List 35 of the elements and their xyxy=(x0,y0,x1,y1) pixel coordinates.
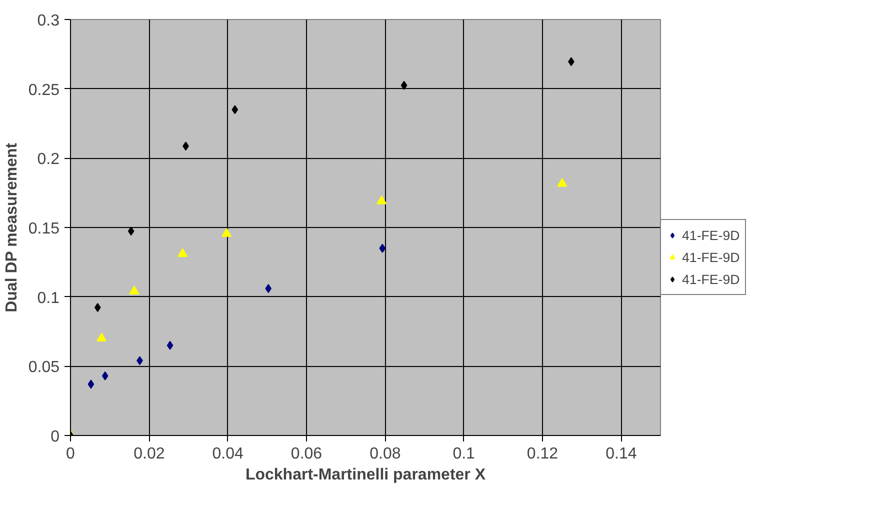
point xyxy=(102,371,108,380)
point xyxy=(129,286,140,294)
y-tick-label: 0.2 xyxy=(37,151,60,168)
x-tick-label: 0.12 xyxy=(526,446,558,462)
point xyxy=(557,178,568,187)
x-tick-label: 0.06 xyxy=(290,446,322,462)
point xyxy=(88,380,94,389)
point xyxy=(400,80,408,90)
x-tick-label: 0.08 xyxy=(370,446,401,462)
x-tick-label: 0.04 xyxy=(212,446,244,462)
y-tick-label: 0.25 xyxy=(28,82,60,99)
point xyxy=(178,248,188,257)
x-tick-label: 0.1 xyxy=(452,446,476,462)
point xyxy=(128,226,134,236)
point xyxy=(166,340,174,350)
x-tick-label: 0.14 xyxy=(606,446,637,462)
legend-label: 41-FE-9D xyxy=(682,272,740,286)
point xyxy=(232,105,238,114)
point xyxy=(96,332,107,342)
legend-label: 41-FE-9D xyxy=(682,228,740,242)
y-tick-label: 0.05 xyxy=(28,359,60,376)
x-tick-label: 0.02 xyxy=(134,446,165,462)
x-tick-label: 0 xyxy=(66,446,76,462)
y-axis-title: Dual DP measurement xyxy=(3,142,20,312)
y-tick-label: 0 xyxy=(50,428,60,446)
point xyxy=(94,303,101,312)
point xyxy=(265,284,272,294)
point xyxy=(379,244,386,253)
y-tick-label: 0.3 xyxy=(37,12,60,30)
x-axis-title: Lockhart-Martinelli parameter X xyxy=(245,466,486,484)
y-tick-label: 0.1 xyxy=(37,290,60,307)
point xyxy=(376,195,387,204)
y-tick-label: 0.15 xyxy=(28,220,60,238)
legend-label: 41-FE-9D xyxy=(682,250,740,264)
point xyxy=(222,228,232,237)
